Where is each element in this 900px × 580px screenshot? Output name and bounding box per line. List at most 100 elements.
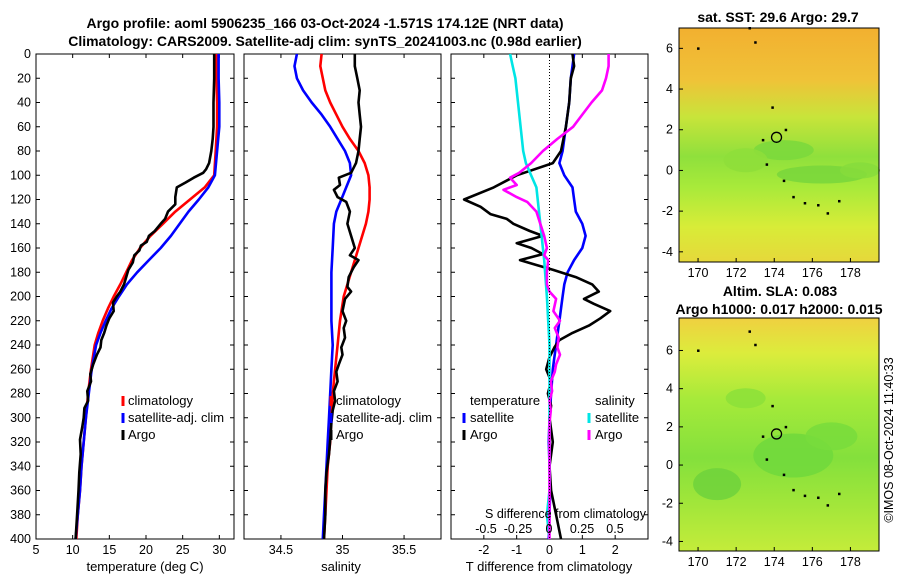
legend-label: satellite bbox=[470, 410, 514, 425]
x-tick-label: 5 bbox=[33, 543, 40, 557]
legend-label: Argo bbox=[336, 427, 363, 442]
depth-tick-label: 260 bbox=[10, 362, 31, 376]
imos-credit: ©IMOS 08-Oct-2024 11:40:33 bbox=[882, 357, 896, 522]
depth-tick-label: 400 bbox=[10, 532, 31, 546]
difference-panel: -2 -1 0 1 2 T difference from climatology S di… bbox=[450, 53, 649, 574]
island-speck bbox=[771, 404, 774, 408]
map-x-tick-label: 172 bbox=[726, 555, 747, 569]
sla-map: 170 172 174 176 178 -4 -2 0 2 4 6 bbox=[662, 317, 880, 569]
map-x-tick-label: 172 bbox=[726, 266, 747, 280]
x-tick-label: -2 bbox=[478, 543, 489, 557]
island-speck bbox=[697, 47, 700, 50]
island-speck bbox=[838, 492, 841, 496]
depth-tick-label: 340 bbox=[10, 459, 31, 473]
island-speck bbox=[792, 195, 795, 199]
legend-label: Argo bbox=[470, 427, 497, 442]
sla-map-title-line2: Argo h1000: 0.017 h2000: 0.015 bbox=[675, 301, 882, 317]
salinity-panel: 34.5 35 35.5 salinity bbox=[243, 53, 442, 574]
island-speck bbox=[792, 488, 795, 492]
map-x-tick-label: 174 bbox=[764, 555, 785, 569]
salinity-legend: climatology satellite-adj. clim Argo bbox=[329, 393, 432, 442]
depth-tick-label: 200 bbox=[10, 290, 31, 304]
island-speck bbox=[765, 163, 769, 166]
map-x-tick-label: 170 bbox=[688, 555, 709, 569]
map-patch bbox=[753, 140, 814, 161]
island-speck bbox=[761, 138, 765, 142]
map-y-tick-label: -4 bbox=[662, 534, 673, 548]
depth-tick-label: 180 bbox=[10, 265, 31, 279]
map-y-tick-label: 4 bbox=[666, 82, 673, 96]
difference-legend: temperature salinity satellite Argo satellit… bbox=[462, 393, 639, 442]
x-tick-label: 0 bbox=[546, 543, 553, 557]
legend-header-salinity: salinity bbox=[595, 393, 635, 408]
depth-tick-label: 60 bbox=[17, 120, 31, 134]
x-axis-label: salinity bbox=[321, 559, 361, 574]
legend-label: Argo bbox=[128, 427, 155, 442]
series-line-salinity-argo bbox=[502, 54, 610, 539]
x-axis-label: T difference from climatology bbox=[466, 559, 633, 574]
depth-tick-label: 20 bbox=[17, 71, 31, 85]
temperature-legend: climatology satellite-adj. clim Argo bbox=[121, 393, 224, 442]
legend-label: Argo bbox=[595, 427, 622, 442]
map-x-tick-label: 176 bbox=[802, 266, 823, 280]
series-line-satellite-adj-clim bbox=[293, 53, 353, 540]
series-line-argo bbox=[322, 54, 363, 540]
island-speck bbox=[803, 201, 807, 205]
x-tick-label: 35 bbox=[336, 543, 350, 557]
island-speck bbox=[754, 343, 757, 347]
island-speck bbox=[782, 179, 786, 183]
island-speck bbox=[782, 473, 786, 477]
island-speck bbox=[765, 458, 769, 461]
map-y-tick-label: 0 bbox=[666, 163, 673, 177]
island-speck bbox=[826, 212, 830, 215]
island-speck bbox=[784, 425, 788, 429]
depth-tick-label: 80 bbox=[17, 144, 31, 158]
legend-label: satellite-adj. clim bbox=[336, 410, 432, 425]
map-patch bbox=[805, 422, 858, 451]
map-patch bbox=[839, 162, 880, 179]
island-speck bbox=[771, 106, 774, 109]
argo-position-marker bbox=[770, 131, 783, 143]
top-x-tick-label: 0 bbox=[546, 522, 553, 536]
sst-map-title: sat. SST: 29.6 Argo: 29.7 bbox=[697, 9, 859, 25]
panel-frame bbox=[35, 53, 235, 540]
temperature-panel: 5 10 15 20 25 30 temperature (deg C) bbox=[33, 53, 235, 574]
depth-axis: 0 20 40 60 80 100 120 140 160 180 200 220 240 260 280 3… bbox=[10, 47, 31, 546]
island-speck bbox=[761, 435, 765, 438]
map-y-tick-label: 2 bbox=[666, 420, 673, 434]
map-patch bbox=[725, 388, 766, 409]
map-y-tick-label: -2 bbox=[662, 496, 673, 510]
depth-tick-label: 220 bbox=[10, 314, 31, 328]
depth-tick-label: 320 bbox=[10, 435, 31, 449]
x-tick-label: 34.5 bbox=[269, 543, 293, 557]
top-x-tick-label: -0.25 bbox=[504, 522, 533, 536]
map-patch bbox=[693, 468, 742, 501]
map-y-tick-label: 4 bbox=[666, 382, 673, 396]
island-speck bbox=[817, 204, 820, 207]
map-x-tick-label: 170 bbox=[688, 266, 709, 280]
sla-map-title-line1: Altim. SLA: 0.083 bbox=[723, 283, 838, 299]
map-y-tick-label: 6 bbox=[666, 343, 673, 357]
x-tick-label: 10 bbox=[66, 543, 80, 557]
depth-tick-label: 40 bbox=[17, 96, 31, 110]
argo-position-marker bbox=[770, 428, 783, 440]
series-line-satellite-adj-clim bbox=[74, 54, 221, 540]
x-tick-label: 1 bbox=[579, 543, 586, 557]
depth-tick-label: 120 bbox=[10, 193, 31, 207]
map-frame bbox=[678, 27, 880, 263]
island-speck bbox=[803, 494, 807, 498]
map-x-tick-label: 174 bbox=[764, 266, 785, 280]
x-tick-label: 2 bbox=[612, 543, 619, 557]
island-speck bbox=[754, 41, 757, 44]
figure-title-line2: Climatology: CARS2009. Satellite-adj cli… bbox=[68, 33, 582, 49]
island-speck bbox=[748, 330, 751, 333]
top-x-tick-label: -0.5 bbox=[475, 522, 497, 536]
island-speck bbox=[838, 199, 841, 203]
x-tick-label: 30 bbox=[212, 543, 226, 557]
x-tick-label: 35.5 bbox=[392, 543, 416, 557]
map-y-tick-label: 0 bbox=[666, 458, 673, 472]
map-frame bbox=[678, 317, 880, 552]
map-y-tick-label: 6 bbox=[666, 41, 673, 55]
island-speck bbox=[826, 504, 830, 507]
map-x-tick-label: 178 bbox=[840, 266, 861, 280]
